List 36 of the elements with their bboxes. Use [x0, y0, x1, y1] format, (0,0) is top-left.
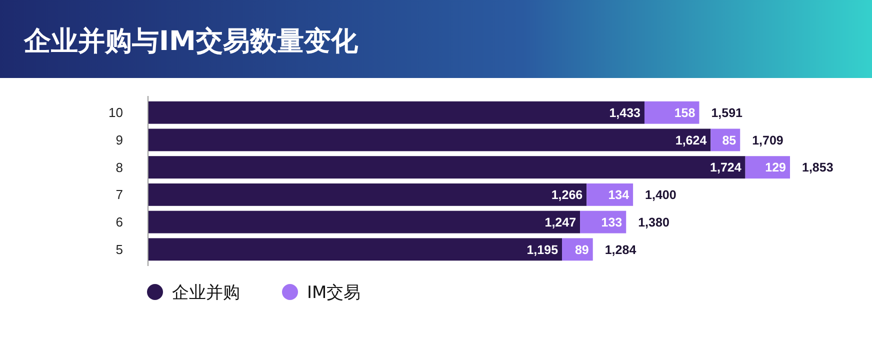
total-label: 1,284 — [604, 242, 636, 257]
total-label: 1,400 — [645, 188, 676, 202]
data-label: 85 — [722, 133, 736, 148]
bar — [148, 210, 580, 234]
y-tick-label: 8 — [116, 160, 123, 175]
bar — [148, 128, 711, 152]
data-label: 129 — [765, 160, 786, 175]
y-tick-label: 5 — [116, 242, 123, 257]
data-label: 1,266 — [551, 188, 583, 202]
y-tick-label: 6 — [116, 214, 123, 230]
legend-label: 企业并购 — [172, 282, 240, 303]
data-label: 134 — [608, 188, 630, 202]
data-label: 1,624 — [675, 133, 707, 148]
data-label: 1,247 — [544, 215, 576, 230]
total-label: 1,591 — [711, 106, 743, 120]
total-label: 1,709 — [752, 133, 784, 148]
y-tick-label: 9 — [116, 132, 123, 148]
y-tick-label: 10 — [108, 105, 123, 120]
data-label: 1,433 — [609, 106, 641, 120]
bar — [580, 210, 626, 234]
data-label: 89 — [574, 242, 589, 257]
y-tick-label: 7 — [116, 187, 123, 202]
chart-title: 企业并购与IM交易数量变化 — [23, 26, 359, 57]
data-label: 1,724 — [710, 160, 742, 175]
bar — [148, 156, 746, 179]
bar — [148, 183, 587, 206]
bar — [148, 238, 562, 261]
bar — [644, 101, 700, 124]
legend-label: IM交易 — [307, 282, 361, 303]
bar — [148, 101, 644, 124]
data-label: 1,195 — [526, 242, 558, 257]
data-label: 133 — [601, 215, 622, 230]
data-label: 158 — [674, 106, 696, 120]
total-label: 1,853 — [802, 160, 834, 175]
total-label: 1,380 — [638, 215, 670, 230]
bar — [586, 183, 634, 206]
